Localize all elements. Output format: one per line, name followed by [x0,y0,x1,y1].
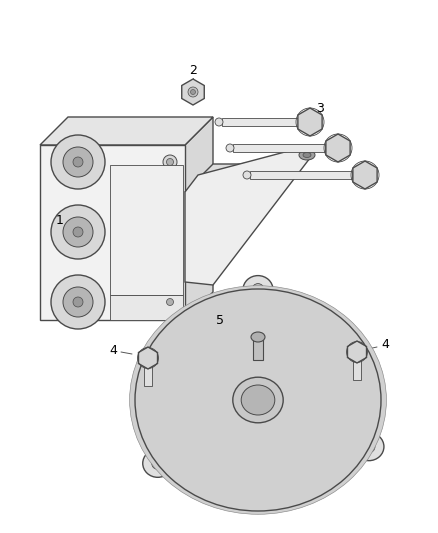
Polygon shape [185,148,310,192]
Ellipse shape [363,441,375,453]
Ellipse shape [138,293,378,507]
Ellipse shape [299,150,315,160]
Ellipse shape [73,297,83,307]
Ellipse shape [177,327,339,473]
Ellipse shape [153,306,363,494]
Ellipse shape [156,309,360,491]
Ellipse shape [63,217,93,247]
Ellipse shape [143,449,173,478]
Text: 5: 5 [216,313,224,327]
Polygon shape [298,108,322,136]
Ellipse shape [169,320,347,480]
Text: 3: 3 [316,101,324,115]
Ellipse shape [226,144,234,152]
Ellipse shape [188,87,198,97]
Polygon shape [233,144,325,152]
Polygon shape [144,360,152,386]
Ellipse shape [191,90,195,94]
Ellipse shape [303,152,311,157]
Ellipse shape [51,275,105,329]
Ellipse shape [63,287,93,317]
Text: 2: 2 [189,63,197,77]
Polygon shape [138,347,158,369]
Polygon shape [326,134,350,162]
Polygon shape [347,341,367,363]
Ellipse shape [252,284,264,296]
Ellipse shape [63,147,93,177]
Ellipse shape [51,135,105,189]
Ellipse shape [243,276,273,304]
Ellipse shape [145,300,371,500]
Text: 1: 1 [56,214,64,227]
Polygon shape [185,148,310,285]
Ellipse shape [135,289,381,511]
Ellipse shape [354,433,384,461]
Polygon shape [353,354,361,380]
Ellipse shape [73,157,83,167]
Ellipse shape [166,298,173,305]
Ellipse shape [215,118,223,126]
Ellipse shape [163,155,177,169]
Ellipse shape [243,171,251,179]
Polygon shape [353,161,377,189]
Polygon shape [250,171,352,179]
Polygon shape [40,117,213,145]
Text: 4: 4 [381,338,389,351]
Polygon shape [185,117,213,320]
Ellipse shape [163,295,177,309]
Ellipse shape [51,205,105,259]
Ellipse shape [73,227,83,237]
Text: 4: 4 [109,343,117,357]
Polygon shape [253,337,263,360]
Ellipse shape [184,334,332,466]
Ellipse shape [130,286,386,514]
Ellipse shape [161,313,355,487]
Ellipse shape [152,457,164,470]
Ellipse shape [251,332,265,342]
Polygon shape [222,118,300,126]
Ellipse shape [241,385,275,415]
Ellipse shape [166,158,173,166]
Polygon shape [110,165,183,295]
Ellipse shape [233,377,283,423]
Polygon shape [40,145,185,320]
Ellipse shape [192,341,324,459]
Polygon shape [110,295,183,320]
Polygon shape [182,79,204,105]
